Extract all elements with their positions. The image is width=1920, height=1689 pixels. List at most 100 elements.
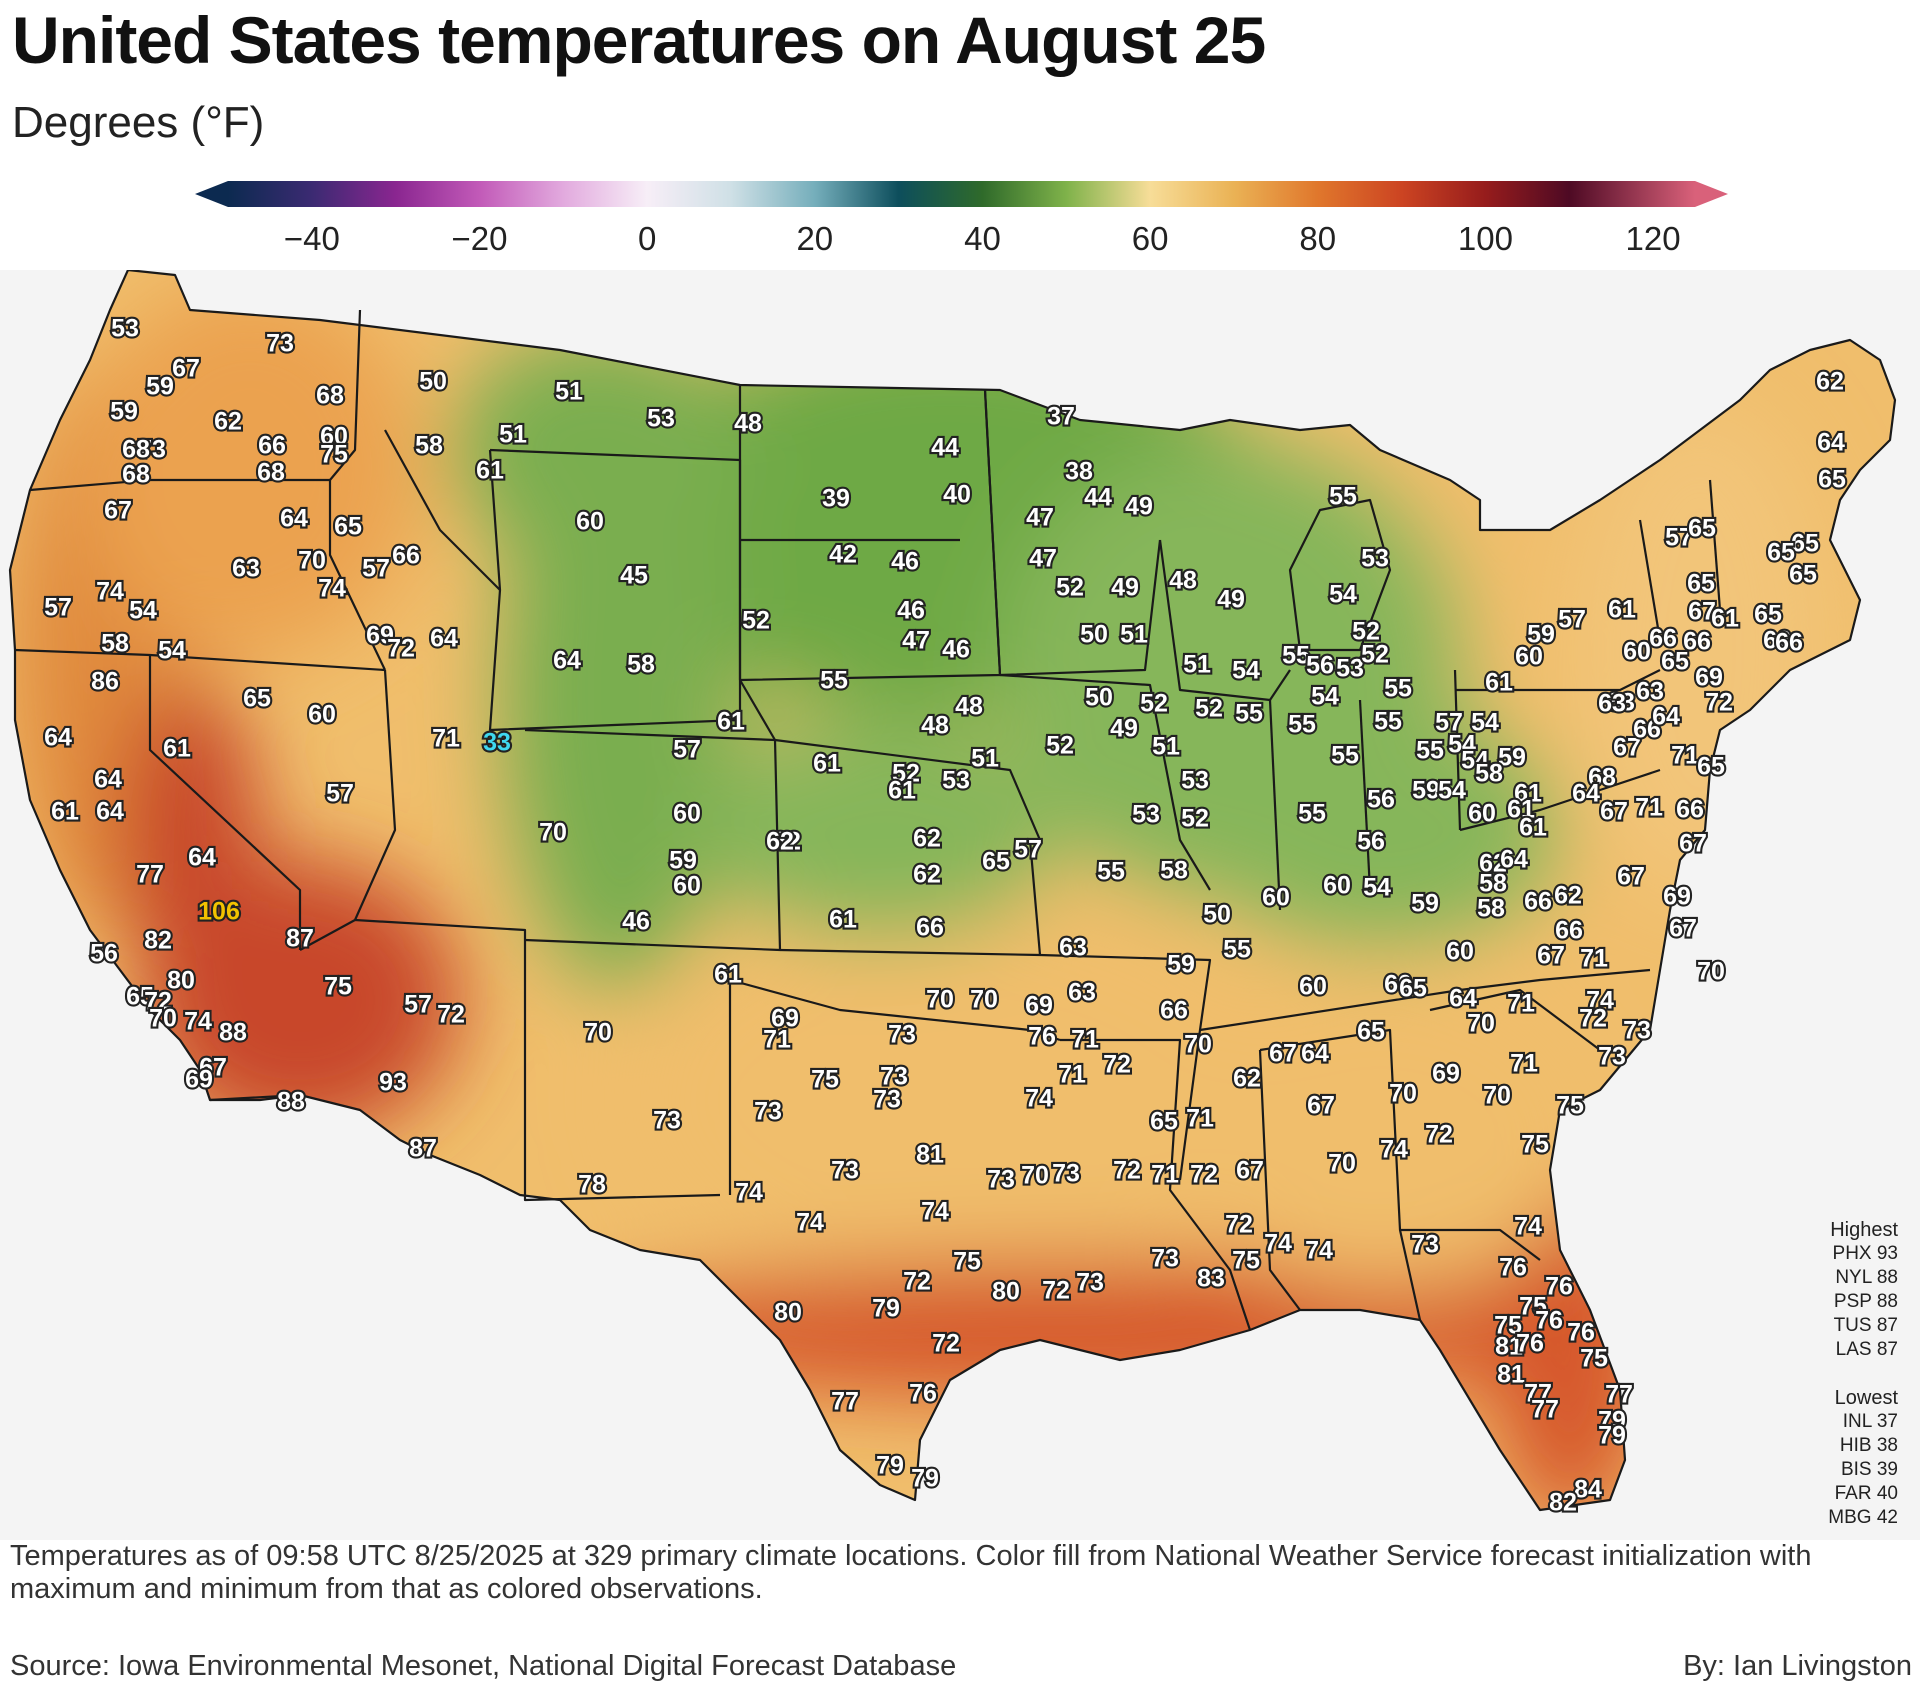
highest-5: LAS 87 — [1835, 1339, 1898, 1360]
border-wv-va — [1459, 768, 1661, 832]
station-temp: 54 — [129, 597, 157, 625]
station-temp: 58 — [101, 630, 129, 658]
chart-subtitle: Degrees (°F) — [12, 98, 265, 147]
station-temp: 72 — [1103, 1051, 1131, 1079]
border-ok-tx — [729, 978, 1061, 1042]
station-temp: 49 — [1217, 586, 1245, 614]
station-temp: 80 — [167, 967, 195, 995]
station-temp: 72 — [144, 988, 172, 1016]
temperature-map: 53 73 67 59 68 59 62 73 68 66 60 75 68 68 67 64 65 63 70 74… — [0, 270, 1920, 1540]
border-ga-fl — [1400, 1228, 1541, 1261]
station-temp: 53 — [1361, 545, 1389, 573]
station-temp: 52 — [892, 760, 920, 788]
station-temp: 69 — [1663, 883, 1691, 911]
station-temp: 67 — [1269, 1040, 1297, 1068]
blob-central-plains — [700, 720, 1060, 940]
legend-tick-label: 0 — [638, 220, 656, 257]
station-temp: 59 — [1167, 951, 1195, 979]
station-temp: 66 — [1683, 628, 1711, 656]
border-ms-al — [1258, 1049, 1301, 1311]
station-temp: 57 — [1558, 606, 1586, 634]
station-temp: 65 — [126, 983, 154, 1011]
station-temp: 65 — [243, 685, 271, 713]
station-temp: 106 — [198, 898, 240, 926]
station-temp: 77 — [1524, 1380, 1552, 1408]
legend-tick-label: −40 — [284, 220, 340, 257]
highest-label: Highest — [1830, 1219, 1898, 1241]
station-temp: 72 — [1705, 689, 1733, 717]
station-temp: 65 — [334, 513, 362, 541]
station-temp: 67 — [1617, 863, 1645, 891]
station-temp: 67 — [1236, 1157, 1264, 1185]
station-temp: 68 — [316, 382, 344, 410]
station-temp: 71 — [1635, 794, 1663, 822]
station-temp: 58 — [1160, 857, 1188, 885]
station-temp: 79 — [911, 1465, 939, 1493]
station-temp: 72 — [1113, 1157, 1141, 1185]
station-temp: 48 — [1169, 567, 1197, 595]
station-temp: 51 — [1183, 651, 1211, 679]
station-temp: 55 — [1298, 800, 1326, 828]
lowest-2: HIB 38 — [1839, 1435, 1898, 1456]
lowest-label: Lowest — [1834, 1387, 1898, 1409]
station-temp: 66 — [1160, 997, 1188, 1025]
legend-tick-label: 120 — [1626, 220, 1681, 257]
station-temp: 52 — [1195, 695, 1223, 723]
station-temp: 53 — [111, 315, 139, 343]
station-temp: 60 — [1299, 973, 1327, 1001]
station-temp: 73 — [1411, 1231, 1439, 1259]
station-temp: 62 — [1233, 1065, 1261, 1093]
station-temp: 75 — [1519, 1293, 1547, 1321]
border-mt-south — [384, 429, 502, 592]
station-temp: 70 — [1467, 1010, 1495, 1038]
station-temp: 49 — [1125, 493, 1153, 521]
border-az-nm — [354, 918, 721, 1202]
station-temp: 62 — [214, 408, 242, 436]
temperature-fill — [10, 270, 1895, 1510]
station-temp: 58 — [1477, 895, 1505, 923]
station-temp: 74 — [184, 1008, 212, 1036]
station-temp: 61 — [476, 457, 504, 485]
station-temp: 58 — [627, 651, 655, 679]
station-temp: 65 — [1754, 601, 1782, 629]
legend-tick-label: 100 — [1458, 220, 1513, 257]
station-temp: 64 — [1652, 703, 1680, 731]
station-temp: 55 — [1329, 483, 1357, 511]
station-temp: 57 — [404, 991, 432, 1019]
station-temp: 72 — [1579, 1005, 1607, 1033]
station-temp: 46 — [622, 908, 650, 936]
station-temp: 74 — [1514, 1213, 1542, 1241]
station-temp: 73 — [138, 436, 166, 464]
border-wi-il — [1158, 539, 1291, 702]
station-temp: 64 — [94, 766, 122, 794]
station-temp: 63 — [232, 555, 260, 583]
station-temp: 78 — [578, 1171, 606, 1199]
station-temp: 70 — [1328, 1150, 1356, 1178]
lowest-1: INL 37 — [1842, 1411, 1898, 1432]
station-temp: 70 — [539, 819, 567, 847]
station-temp: 55 — [1374, 708, 1402, 736]
station-temp: 50 — [1085, 684, 1113, 712]
station-temp: 57 — [1435, 709, 1463, 737]
station-temp: 63 — [1607, 689, 1635, 717]
border-ny-pa — [1455, 669, 1661, 692]
station-temp: 54 — [1438, 777, 1466, 805]
station-temp: 55 — [1223, 936, 1251, 964]
border-mi-lower — [1288, 498, 1392, 652]
station-temp: 87 — [286, 925, 314, 953]
station-temp: 62 — [913, 825, 941, 853]
station-temp: 50 — [1203, 901, 1231, 929]
station-temp: 40 — [943, 481, 971, 509]
station-temp: 46 — [897, 597, 925, 625]
station-temp: 55 — [1331, 742, 1359, 770]
station-temp: 64 — [430, 625, 458, 653]
legend-tick-label: 80 — [1299, 220, 1336, 257]
station-temp: 60 — [673, 872, 701, 900]
station-temp: 66 — [1555, 917, 1583, 945]
station-temp: 56 — [90, 940, 118, 968]
station-temp: 77 — [1531, 1396, 1559, 1424]
station-temp: 71 — [432, 725, 460, 753]
station-temp: 71 — [1151, 1161, 1179, 1189]
station-temp: 71 — [1186, 1105, 1214, 1133]
